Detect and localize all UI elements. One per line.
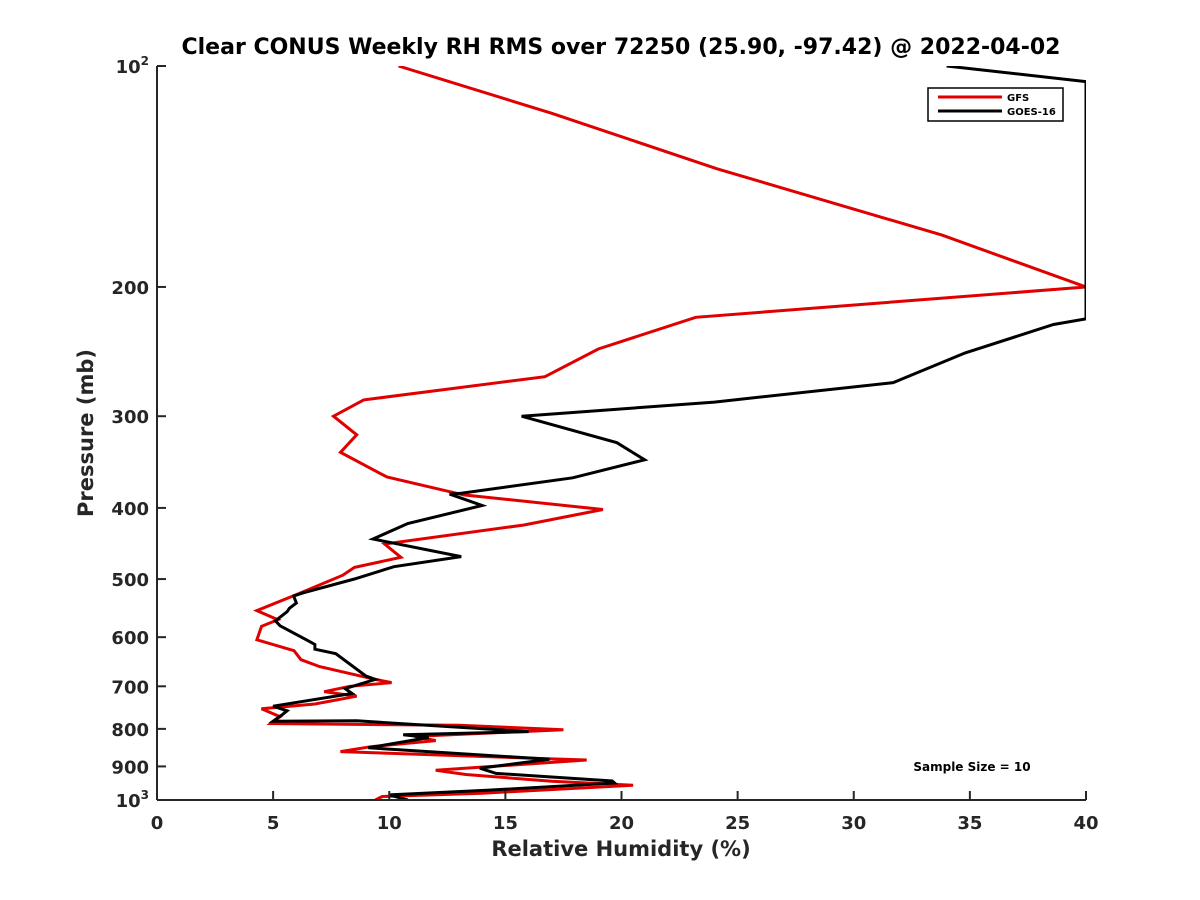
y-tick-label: 200 (111, 278, 149, 299)
y-tick-label: 500 (111, 570, 149, 591)
y-tick-label: 103 (116, 788, 149, 812)
x-tick-label: 40 (1073, 813, 1098, 834)
legend-label: GFS (1007, 93, 1029, 104)
x-tick-label: 10 (377, 813, 402, 834)
y-tick-label: 900 (111, 757, 149, 778)
ticks: 0 5 10 15 20 25 30 35 40 102 200 300 400 500 600 700 800… (111, 54, 1098, 834)
x-tick-label: 35 (957, 813, 982, 834)
sample-size-annotation: Sample Size = 10 (913, 760, 1030, 774)
y-tick-label: 800 (111, 720, 149, 741)
y-tick-label: 600 (111, 628, 149, 649)
legend-box (927, 87, 1064, 122)
x-tick-label: 15 (493, 813, 518, 834)
series-line-gfs (253, 66, 1086, 800)
legend-label: GOES-16 (1007, 107, 1056, 118)
y-tick-label: 700 (111, 677, 149, 698)
series-line-goes-16 (268, 66, 1086, 800)
chart-title: Clear CONUS Weekly RH RMS over 72250 (25… (182, 35, 1061, 60)
legend: GFS GOES-16 (927, 87, 1064, 122)
x-axis-label: Relative Humidity (%) (491, 837, 750, 861)
y-tick-label: 400 (111, 499, 149, 520)
x-tick-label: 25 (725, 813, 750, 834)
y-tick-label: 102 (116, 54, 149, 78)
x-tick-label: 5 (267, 813, 280, 834)
plot-lines (253, 66, 1086, 800)
x-tick-label: 20 (609, 813, 634, 834)
y-axis-label: Pressure (mb) (74, 349, 98, 517)
x-tick-label: 0 (151, 813, 164, 834)
x-tick-label: 30 (841, 813, 866, 834)
y-tick-label: 300 (111, 407, 149, 428)
